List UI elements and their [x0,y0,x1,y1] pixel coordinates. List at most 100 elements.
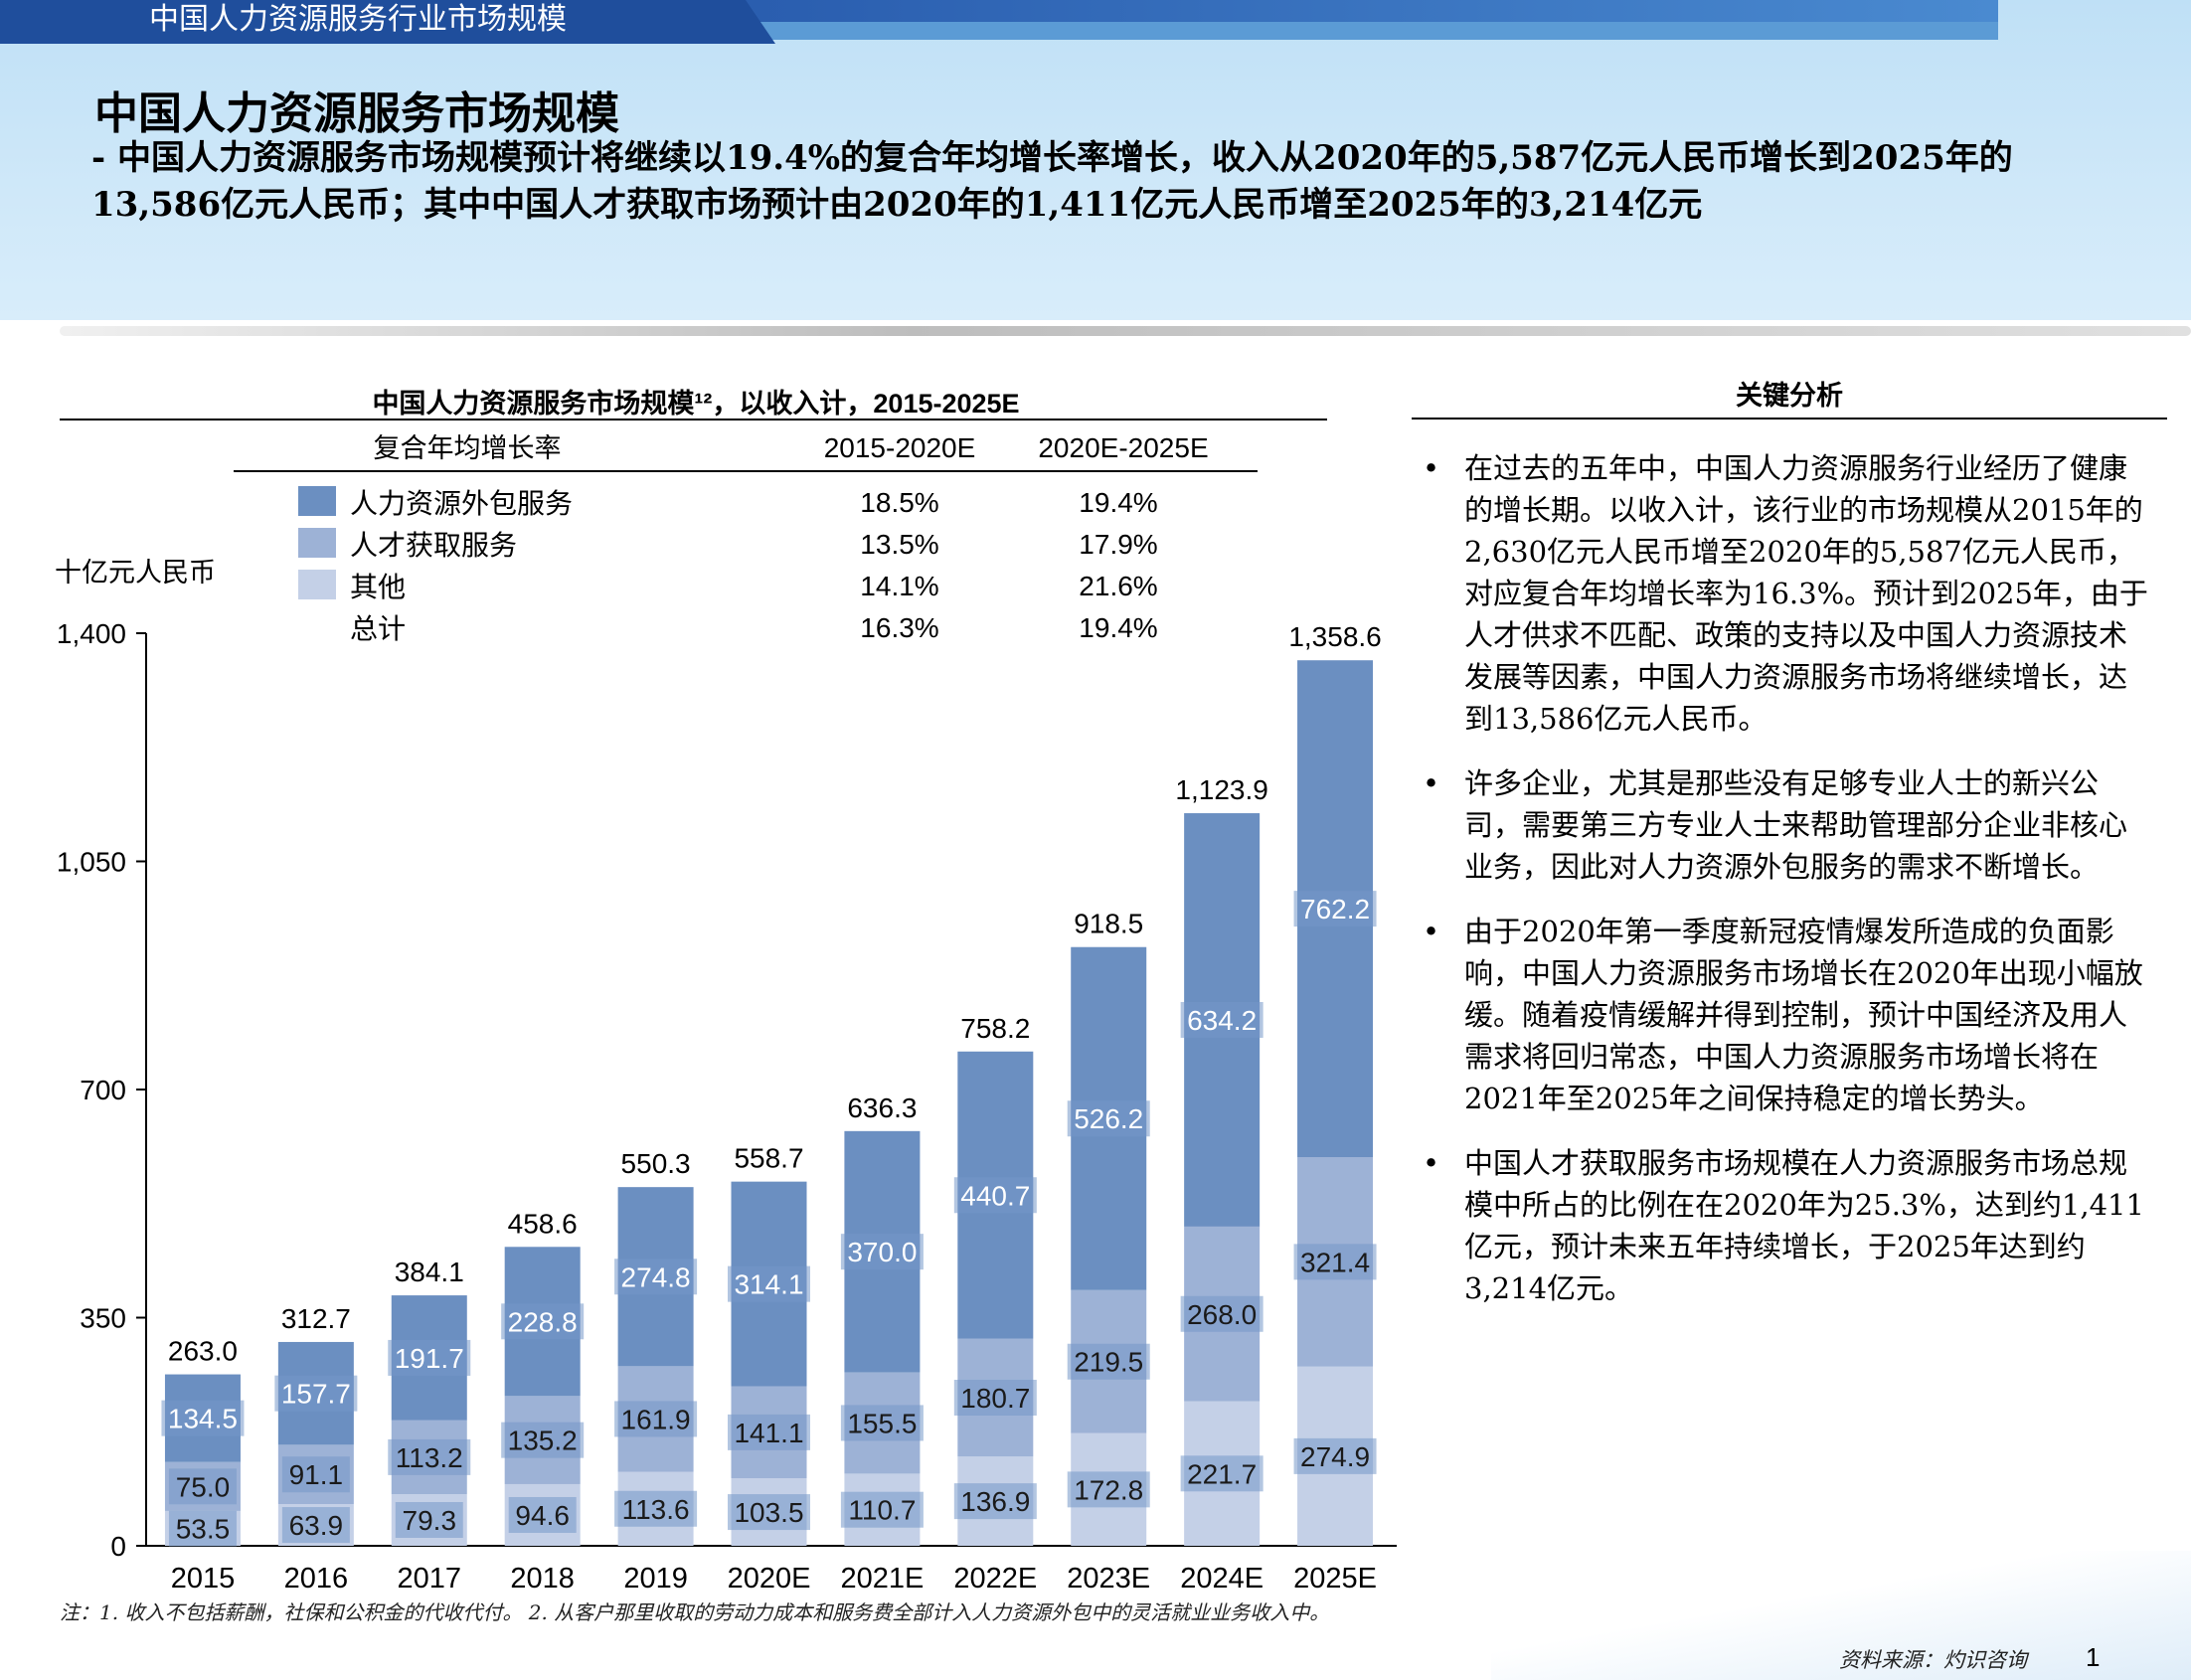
total-label: 1,358.6 [1288,621,1381,652]
data-label-box [840,1405,924,1441]
data-label-box [395,1502,463,1539]
data-label: 762.2 [1300,894,1370,924]
x-tick-label: 2017 [398,1563,462,1595]
data-label: 314.1 [734,1269,803,1300]
header-tab [0,0,775,44]
data-label-box [953,1177,1037,1214]
x-tick-label: 2023E [1067,1563,1150,1595]
data-label-box [1067,1100,1150,1137]
data-label: 63.9 [289,1510,344,1541]
legend-swatch [298,486,336,516]
data-label-box [614,1490,698,1527]
data-label: 526.2 [1074,1103,1143,1134]
data-label: 113.6 [622,1494,690,1525]
data-label-box [508,1496,577,1533]
data-label-box [614,1259,698,1295]
analysis-rule [1412,418,2167,420]
x-tick-label: 2015 [171,1563,236,1595]
data-label-box [1293,891,1377,927]
total-label: 312.7 [281,1303,351,1334]
data-label: 110.7 [848,1495,916,1526]
total-label: 1,123.9 [1175,774,1267,805]
data-label: 91.1 [289,1459,344,1490]
chart-title: 中国人力资源服务市场规模¹²，以收入计，2015-2025E [372,388,1019,419]
data-label: 94.6 [515,1500,570,1531]
bullet-icon: • [1423,915,1440,948]
data-label-box [953,1483,1037,1520]
data-label: 228.8 [508,1306,578,1337]
data-label: 172.8 [1074,1474,1143,1505]
data-label: 53.5 [176,1513,231,1544]
analysis-item: • 由于2020年第一季度新冠疫情爆发所造成的负面影响，中国人力资源服务市场增长… [1417,911,2152,1119]
data-label: 155.5 [847,1408,917,1438]
x-tick-label: 2016 [284,1563,349,1595]
data-label: 75.0 [176,1471,231,1502]
x-tick-label: 2018 [510,1563,575,1595]
data-label: 141.1 [734,1418,803,1448]
analysis-text: 中国人才获取服务市场规模在人力资源服务市场总规模中所占的比例在在2020年为25… [1464,1146,2144,1305]
bullet-icon: • [1423,451,1440,485]
analysis-text: 在过去的五年中，中国人力资源服务行业经历了健康的增长期。以收入计，该行业的市场规… [1464,451,2148,736]
total-label: 263.0 [168,1336,238,1367]
data-label: 113.2 [396,1442,463,1473]
cagr-value: 13.5% [860,529,938,560]
data-label-box [1180,1001,1264,1038]
data-label-box [953,1379,1037,1416]
cagr-column-header: 2020E-2025E [1038,432,1208,463]
analysis-text: 许多企业，尤其是那些没有足够专业人士的新兴公司，需要第三方专业人士来帮助管理部分… [1464,766,2128,884]
cagr-heading: 复合年均增长率 [374,433,562,463]
data-label-box [274,1375,358,1412]
analysis-item: • 中国人才获取服务市场规模在人力资源服务市场总规模中所占的比例在在2020年为… [1417,1142,2152,1309]
data-label: 274.9 [1300,1441,1370,1472]
data-label-box [388,1438,471,1475]
y-tick-label: 0 [110,1531,126,1562]
cagr-value: 16.3% [860,612,938,643]
data-label: 180.7 [960,1383,1030,1414]
y-tick-label: 1,400 [57,618,126,649]
legend-label: 其他 [350,572,406,602]
data-label-box [1180,1455,1264,1492]
data-label: 161.9 [621,1404,691,1434]
data-label-box [388,1339,471,1376]
data-label: 274.8 [621,1261,691,1292]
page-subtitle: - 中国人力资源服务市场规模预计将继续以19.4%的复合年均增长率增长，收入从2… [91,138,2013,225]
total-label: 918.5 [1074,909,1143,939]
data-label: 134.5 [168,1404,238,1434]
x-tick-label: 2022E [953,1563,1037,1595]
y-axis-label: 十亿元人民币 [55,558,216,588]
y-tick-label: 1,050 [57,847,126,878]
data-label: 634.2 [1187,1005,1257,1036]
data-label-box [614,1401,698,1437]
analysis-text: 由于2020年第一季度新冠疫情爆发所造成的负面影响，中国人力资源服务市场增长在2… [1464,915,2143,1115]
data-label-box [1067,1471,1150,1508]
data-label-box [1180,1295,1264,1332]
data-label-box [728,1494,810,1531]
data-label: 268.0 [1187,1299,1257,1330]
cagr-value: 17.9% [1079,529,1157,560]
header-band [0,0,2191,320]
data-label-box [168,1468,237,1505]
data-label-box [168,1510,237,1547]
total-label: 636.3 [847,1092,917,1123]
x-tick-label: 2025E [1293,1563,1377,1595]
x-tick-label: 2020E [728,1563,811,1595]
data-label-box [840,1491,924,1528]
data-label-box [281,1507,350,1544]
total-label: 558.7 [734,1143,803,1174]
cagr-value: 19.4% [1079,487,1157,518]
header-divider [60,326,2191,336]
analysis-item: • 在过去的五年中，中国人力资源服务行业经历了健康的增长期。以收入计，该行业的市… [1417,447,2152,740]
y-tick-label: 700 [80,1075,126,1105]
data-label-box [281,1456,350,1493]
data-label: 219.5 [1074,1347,1143,1378]
data-label: 191.7 [395,1343,464,1374]
data-label-box [501,1303,585,1340]
bullet-icon: • [1423,1146,1440,1180]
cagr-value: 14.1% [860,571,938,601]
footnote: 注：1. 收入不包括薪酬，社保和公积金的代收代付。 2. 从客户那里收取的劳动力… [60,1600,1330,1624]
data-label: 440.7 [960,1180,1030,1211]
total-label: 550.3 [621,1148,691,1179]
analysis-list: • 在过去的五年中，中国人力资源服务行业经历了健康的增长期。以收入计，该行业的市… [1417,447,2152,1332]
legend-swatch [298,570,336,599]
data-label: 79.3 [403,1505,457,1536]
